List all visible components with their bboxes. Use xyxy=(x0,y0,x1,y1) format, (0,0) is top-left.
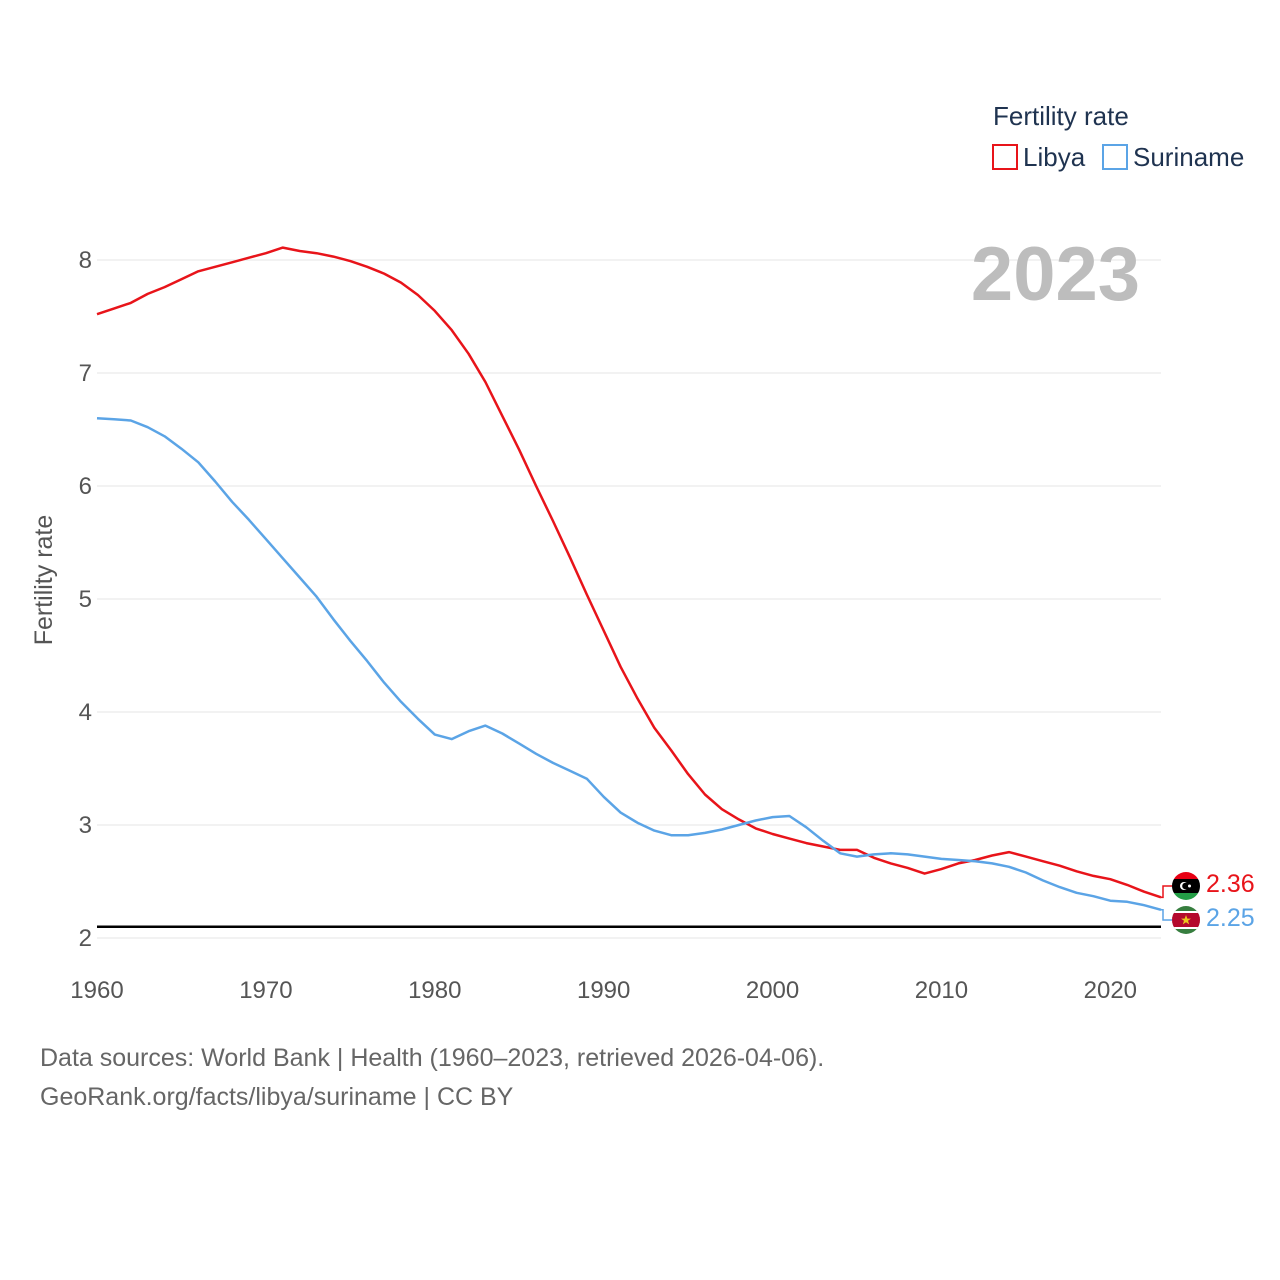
x-tick-label-1960: 1960 xyxy=(70,977,123,1004)
suriname-flag-icon xyxy=(1172,906,1200,934)
series-line-libya[interactable] xyxy=(96,246,1162,899)
end-value-libya: 2.36 xyxy=(1206,870,1255,898)
series-line-suriname[interactable] xyxy=(96,416,1162,912)
x-tick-label-1990: 1990 xyxy=(577,977,630,1004)
legend-title: Fertility rate xyxy=(993,101,1129,131)
y-tick-label-8: 8 xyxy=(79,247,92,274)
libya-flag-icon xyxy=(1172,872,1200,900)
data-sources-text: Data sources: World Bank | Health (1960–… xyxy=(40,1044,825,1072)
y-tick-label-3: 3 xyxy=(79,812,92,839)
series-lines xyxy=(96,246,1172,921)
credit-text[interactable]: GeoRank.org/facts/libya/suriname | CC BY xyxy=(40,1083,514,1111)
y-axis-title: Fertility rate xyxy=(30,515,58,646)
x-tick-label-1970: 1970 xyxy=(239,977,292,1004)
x-tick-label-2010: 2010 xyxy=(915,977,968,1004)
x-axis: 1960 1970 1980 1990 2000 2010 2020 xyxy=(70,977,1137,1004)
fertility-chart: 2 3 4 5 6 7 8 1960 1970 1980 1990 2000 2010 2020 Fer… xyxy=(30,101,1255,1004)
legend-label-suriname[interactable]: Suriname xyxy=(1133,142,1244,172)
y-tick-label-4: 4 xyxy=(79,699,92,726)
y-tick-label-7: 7 xyxy=(79,360,92,387)
y-axis: 2 3 4 5 6 7 8 xyxy=(79,247,92,952)
legend-swatch-libya[interactable] xyxy=(992,144,1018,170)
x-tick-label-1980: 1980 xyxy=(408,977,461,1004)
year-display: 2023 xyxy=(971,232,1140,317)
connector-libya xyxy=(1161,885,1172,899)
end-value-suriname: 2.25 xyxy=(1206,904,1255,932)
grid xyxy=(97,259,1161,939)
y-tick-label-5: 5 xyxy=(79,586,92,613)
connector-suriname xyxy=(1161,909,1172,921)
legend-swatch-suriname[interactable] xyxy=(1102,144,1128,170)
y-tick-label-6: 6 xyxy=(79,473,92,500)
x-tick-label-2000: 2000 xyxy=(746,977,799,1004)
legend: Fertility rate Libya Suriname xyxy=(992,101,1244,172)
legend-label-libya[interactable]: Libya xyxy=(1023,142,1086,172)
x-tick-label-2020: 2020 xyxy=(1084,977,1137,1004)
y-tick-label-2: 2 xyxy=(79,925,92,952)
